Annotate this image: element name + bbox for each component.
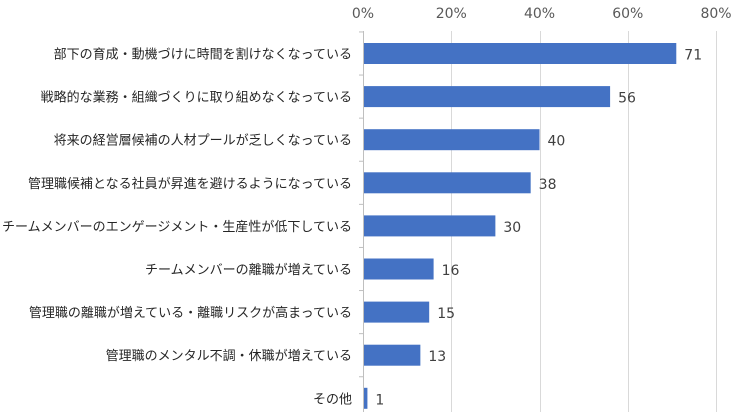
category-label: チームメンバーのエンゲージメント・生産性が低下している (2, 219, 352, 235)
category-label: 戦略的な業務・組織づくりに取り組めなくなっている (41, 90, 352, 106)
x-tick-label: 60% (612, 6, 643, 22)
x-axis-tick-labels: 0% 20% 40% 60% 80% (352, 6, 732, 22)
x-tick-label: 80% (700, 6, 731, 22)
x-tick-label: 40% (524, 6, 555, 22)
x-tick-label: 0% (352, 6, 374, 22)
bar (364, 86, 611, 108)
category-label: 管理職のメンタル不調・休職が増えている (106, 349, 352, 364)
x-tick-label: 20% (436, 6, 467, 22)
category-label: 部下の育成・動機づけに時間を割けなくなっている (54, 47, 352, 63)
category-label: 管理職の離職が増えている・離職リスクが高まっている (29, 305, 352, 321)
data-label: 71 (684, 48, 702, 64)
bar (364, 215, 496, 237)
data-label: 38 (539, 177, 557, 193)
bars (364, 43, 677, 409)
data-label: 40 (548, 134, 566, 150)
data-label: 1 (375, 392, 384, 408)
data-label: 56 (618, 91, 636, 107)
data-label: 15 (437, 306, 455, 322)
category-label: 管理職候補となる社員が昇進を避けるようになっている (28, 176, 352, 192)
category-label: チームメンバーの離職が増えている (145, 263, 352, 278)
bar (364, 258, 434, 280)
bar (364, 344, 421, 366)
data-labels: 71 56 40 38 30 16 15 13 1 (375, 48, 702, 409)
category-label: 将来の経営層候補の人材プールが乏しくなっている (54, 134, 352, 149)
bar (364, 172, 531, 194)
bar (364, 301, 430, 323)
data-label: 16 (442, 263, 460, 279)
bar (364, 387, 368, 409)
category-label: その他 (313, 392, 352, 407)
bar (364, 129, 540, 151)
data-label: 30 (503, 220, 521, 236)
category-labels: 部下の育成・動機づけに時間を割けなくなっている戦略的な業務・組織づくりに取り組め… (2, 47, 352, 408)
data-label: 13 (428, 349, 446, 365)
bar (364, 43, 677, 64)
